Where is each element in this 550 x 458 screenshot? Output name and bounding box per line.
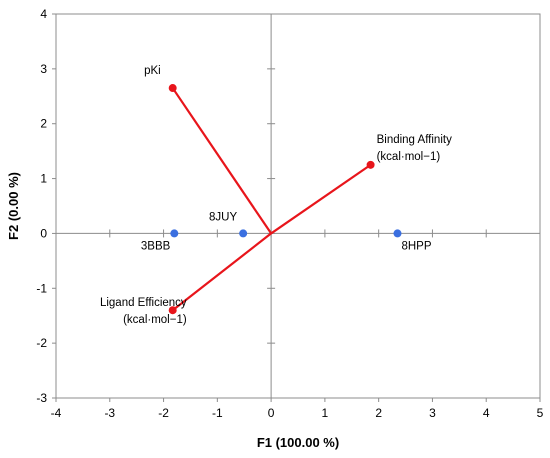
y-tick-label: -2: [36, 336, 47, 350]
point-label: (kcal·mol−1): [377, 151, 441, 163]
variable-point: [168, 84, 177, 93]
y-tick-label: 0: [40, 226, 47, 240]
observation-point: [239, 229, 248, 238]
variable-vector: [171, 87, 273, 235]
x-tick-label: -4: [51, 406, 62, 420]
point-label: Binding Affinity: [377, 134, 452, 146]
x-tick-label: 1: [322, 406, 329, 420]
y-tick-label: -1: [36, 281, 47, 295]
point-label: 8JUY: [209, 211, 237, 223]
variable-vector: [270, 163, 372, 235]
x-tick-label: 3: [429, 406, 436, 420]
variable-point: [366, 160, 375, 169]
point-label: pKi: [144, 65, 161, 77]
y-tick-label: 4: [40, 7, 47, 21]
x-tick-label: -2: [158, 406, 169, 420]
y-tick-label: -3: [36, 391, 47, 405]
observation-point: [393, 229, 402, 238]
y-tick-label: 3: [40, 62, 47, 76]
x-tick-label: 4: [483, 406, 490, 420]
point-label: Ligand Efficiency: [100, 297, 187, 309]
x-axis-title: F1 (100.00 %): [257, 435, 339, 450]
y-axis-title: F2 (0.00 %): [6, 172, 21, 240]
plot-frame: [55, 13, 541, 399]
observation-point: [170, 229, 179, 238]
y-tick-label: 2: [40, 117, 47, 131]
y-tick-label: 1: [40, 172, 47, 186]
point-label: 8HPP: [401, 240, 431, 252]
x-tick-label: -3: [104, 406, 115, 420]
x-tick-label: 0: [268, 406, 275, 420]
point-label: (kcal·mol−1): [123, 314, 187, 326]
x-tick-label: 2: [375, 406, 382, 420]
variable-point: [168, 306, 177, 315]
x-tick-label: 5: [537, 406, 544, 420]
x-tick-label: -1: [212, 406, 223, 420]
point-label: 3BBB: [141, 240, 171, 252]
variable-vector: [172, 232, 272, 312]
